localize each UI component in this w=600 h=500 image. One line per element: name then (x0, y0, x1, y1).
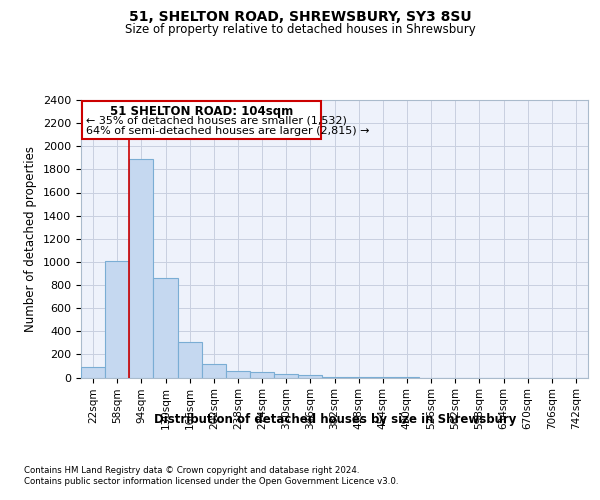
Text: Contains public sector information licensed under the Open Government Licence v3: Contains public sector information licen… (24, 478, 398, 486)
Bar (105, 260, 129, 378)
Text: Contains HM Land Registry data © Crown copyright and database right 2024.: Contains HM Land Registry data © Crown c… (24, 466, 359, 475)
Bar (274, 374, 298, 378)
Text: Size of property relative to detached houses in Shrewsbury: Size of property relative to detached ho… (125, 22, 475, 36)
Text: 51, SHELTON ROAD, SHREWSBURY, SY3 8SU: 51, SHELTON ROAD, SHREWSBURY, SY3 8SU (128, 10, 472, 24)
Bar (202, 364, 226, 378)
Y-axis label: Number of detached properties: Number of detached properties (25, 146, 37, 332)
Bar (178, 342, 202, 378)
Bar (81, 367, 105, 378)
Bar (82, 101, 321, 140)
Bar (129, 159, 154, 378)
Bar (250, 372, 274, 378)
Bar (226, 371, 250, 378)
Bar (154, 278, 178, 378)
Bar (298, 375, 322, 378)
Text: 64% of semi-detached houses are larger (2,815) →: 64% of semi-detached houses are larger (… (86, 126, 370, 136)
Text: 51 SHELTON ROAD: 104sqm: 51 SHELTON ROAD: 104sqm (110, 104, 293, 118)
Bar (322, 376, 347, 378)
Text: ← 35% of detached houses are smaller (1,532): ← 35% of detached houses are smaller (1,… (86, 115, 347, 125)
Text: Distribution of detached houses by size in Shrewsbury: Distribution of detached houses by size … (154, 412, 516, 426)
